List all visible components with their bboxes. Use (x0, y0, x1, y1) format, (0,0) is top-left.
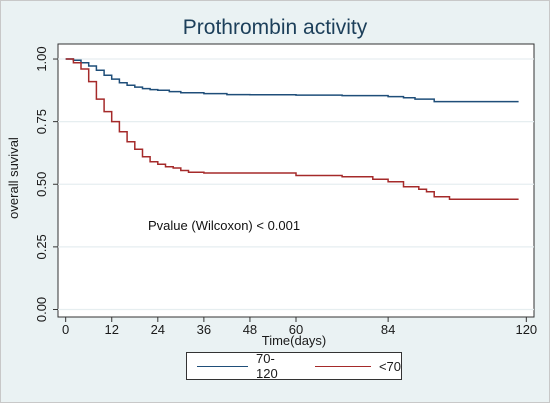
x-tick-label: 0 (62, 322, 69, 337)
x-tick-label: 24 (151, 322, 165, 337)
series-layer (65, 58, 519, 201)
legend-label-70-120: 70-120 (256, 351, 278, 381)
y-tick-label: 0.75 (34, 109, 49, 134)
y-tick-label: 0.25 (34, 234, 49, 259)
x-tick-label: 48 (243, 322, 257, 337)
y-tick-label: 0.00 (34, 297, 49, 322)
legend-swatch-lt70 (314, 365, 371, 367)
x-tick-label: 36 (197, 322, 211, 337)
grid-lines (58, 58, 534, 311)
y-axis-title: overall suvival (6, 137, 21, 219)
x-tick-label: 84 (381, 322, 395, 337)
legend: 70-120 <70 (186, 351, 402, 381)
x-tick-label: 120 (515, 322, 537, 337)
plot-area (57, 43, 535, 318)
p-value-annotation: Pvalue (Wilcoxon) < 0.001 (148, 218, 300, 233)
y-tick-label: 0.50 (34, 172, 49, 197)
x-axis-title: Time(days) (262, 333, 327, 348)
series-line (65, 58, 519, 103)
axes: 0.00 0.25 0.50 0.75 1.00 0 12 24 36 48 60 84 120 (34, 46, 537, 337)
series-line (65, 58, 519, 201)
legend-item-70-120: 70-120 (197, 351, 293, 381)
y-tick-label: 1.00 (34, 46, 49, 71)
x-tick-label: 60 (289, 322, 303, 337)
chart-title: Prothrombin activity (182, 16, 368, 39)
legend-item-lt70: <70 (314, 358, 401, 374)
x-tick-label: 12 (105, 322, 119, 337)
legend-swatch-70-120 (197, 365, 249, 367)
legend-label-lt70: <70 (378, 358, 401, 374)
